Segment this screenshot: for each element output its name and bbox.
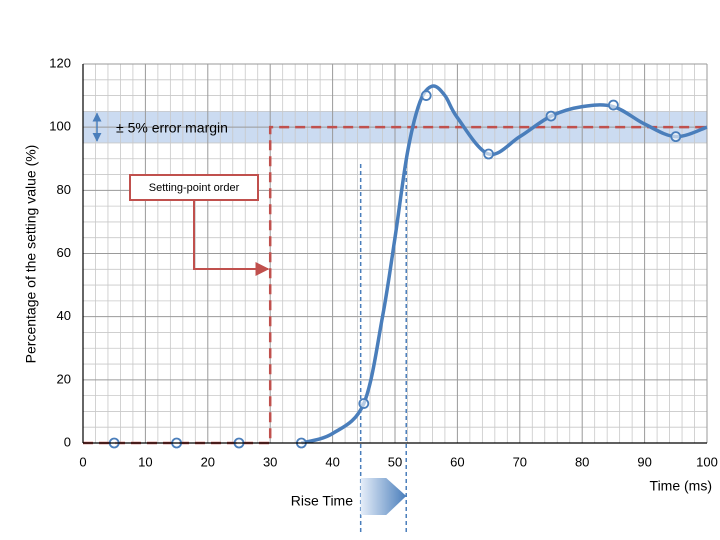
x-tick-label: 10 [138, 454, 152, 469]
x-tick-label: 60 [450, 454, 464, 469]
x-tick-label: 100 [696, 454, 718, 469]
x-tick-label: 80 [575, 454, 589, 469]
x-tick-label: 0 [79, 454, 86, 469]
x-axis-label: Time (ms) [650, 478, 712, 494]
x-tick-label: 90 [637, 454, 651, 469]
x-tick-label: 70 [513, 454, 527, 469]
marker [483, 148, 495, 160]
y-tick-label: 100 [49, 119, 71, 134]
y-tick-label: 120 [49, 55, 71, 70]
marker [670, 131, 682, 143]
y-tick-label: 40 [57, 308, 71, 323]
y-tick-label: 80 [57, 182, 71, 197]
rise-time-arrow [360, 478, 407, 515]
x-tick-label: 30 [263, 454, 277, 469]
y-tick-label: 60 [57, 245, 71, 260]
x-tick-label: 20 [201, 454, 215, 469]
annotation-label: Setting-point order [149, 182, 240, 194]
x-tick-label: 40 [325, 454, 339, 469]
marker [608, 99, 619, 111]
setpoint-line [83, 125, 707, 445]
x-tick-label: 50 [388, 454, 402, 469]
marker [545, 110, 557, 122]
annotation-arrow [193, 200, 270, 276]
band-label: ± 5% error margin [116, 120, 228, 136]
rise-time-label: Rise Time [291, 493, 353, 509]
y-tick-label: 20 [57, 371, 71, 386]
marker [358, 398, 370, 409]
y-axis-label: Percentage of the setting value (%) [23, 145, 39, 364]
y-tick-label: 0 [64, 434, 71, 449]
marker [420, 90, 432, 101]
plot [83, 84, 708, 532]
grid [82, 63, 708, 444]
